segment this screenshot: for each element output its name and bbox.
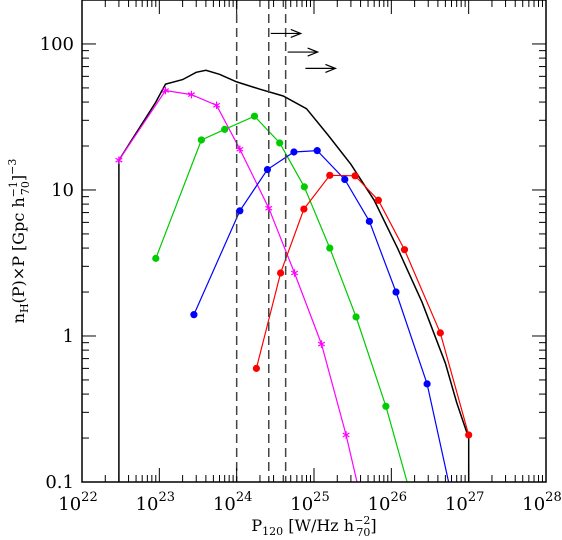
plot-frame (81, 0, 547, 483)
series-4-point (374, 196, 382, 204)
series-2-point (197, 136, 206, 144)
series-lines (118, 69, 470, 482)
x-tick-label: 1027 (445, 490, 484, 515)
series-1-point (342, 431, 350, 439)
series-3-point (423, 380, 431, 388)
x-tick-label: 1023 (136, 490, 175, 515)
series-2-point (382, 402, 390, 410)
axes-frame (81, 0, 547, 483)
series-4-point (326, 171, 334, 179)
series-2-point (352, 313, 360, 321)
series-3-point (290, 148, 298, 156)
series-4-point (277, 269, 285, 277)
series-2-point (300, 183, 308, 191)
series-4-point (465, 431, 473, 439)
x-tick-label: 1024 (213, 490, 252, 515)
limit-arrow-1 (287, 47, 320, 57)
y-axis-label: nH(P)×P [Gpc h−170]−3 (6, 159, 32, 324)
series-4-point (252, 364, 261, 372)
series-4-line (255, 174, 470, 436)
x-tick-label: 1025 (290, 490, 329, 515)
series-0-line (118, 69, 470, 482)
series-3-point (190, 311, 198, 319)
series-2-point (221, 125, 229, 133)
series-4-point (351, 172, 359, 180)
limit-arrow-2 (305, 63, 338, 73)
y-tick-label: 1 (63, 326, 74, 347)
threshold-lines (235, 0, 287, 482)
series-2-point (250, 112, 259, 120)
series-3-point (236, 207, 244, 215)
series-1-point (212, 101, 221, 110)
series-2-point (326, 244, 334, 252)
x-tick-label: 1026 (368, 490, 407, 515)
axis-ticks (81, 0, 546, 483)
series-3-point (365, 217, 373, 225)
x-tick-label: 1022 (58, 490, 97, 515)
series-1-point (317, 340, 326, 348)
y-tick-label: 0.1 (45, 472, 74, 493)
series-2-line (155, 115, 408, 482)
x-tick-label: 1028 (522, 490, 561, 515)
series-4-point (300, 205, 308, 213)
series-4-point (400, 246, 409, 254)
y-tick-label: 100 (40, 34, 74, 55)
limit-arrows (270, 28, 338, 73)
series-1-point (115, 156, 123, 164)
series-3-point (263, 165, 272, 174)
series-1-point (161, 86, 170, 95)
series-markers (115, 86, 473, 439)
series-1-line (118, 89, 358, 482)
series-1-point (187, 90, 196, 99)
series-1-point (265, 204, 273, 213)
series-2-point (276, 139, 284, 147)
series-3-point (313, 147, 321, 155)
tick-labels: 1022 1023 1024 1025 1026 1027 1028 0.1 1 10 100 (40, 34, 562, 515)
series-3-point (341, 175, 349, 184)
y-tick-label: 10 (51, 180, 74, 201)
limit-arrow-0 (270, 28, 303, 39)
series-3-line (193, 149, 450, 482)
series-1-point (290, 269, 299, 277)
axis-labels: P120 [W/Hz h−2 70] nH(P)×P [Gpc h−170]−3 (6, 159, 377, 539)
series-4-point (436, 329, 444, 337)
series-2-point (152, 254, 160, 262)
series-3-point (392, 288, 400, 296)
series-1-point (236, 145, 244, 154)
x-axis-label: P120 [W/Hz h−2 70] (251, 514, 376, 539)
